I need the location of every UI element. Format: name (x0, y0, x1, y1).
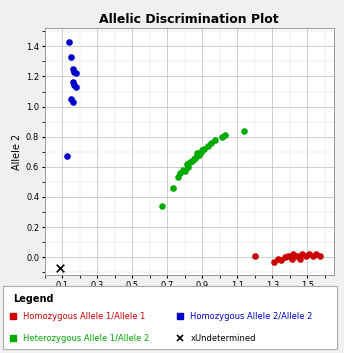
Point (177, 170, 182, 176)
Point (159, 203, 165, 209)
Point (222, 132, 228, 138)
X-axis label: Allele 1: Allele 1 (171, 294, 207, 304)
Point (184, 161, 189, 167)
Point (298, 256, 303, 262)
Point (72, 69, 77, 75)
Point (74, 84, 79, 90)
Point (194, 154, 200, 159)
Point (200, 148, 205, 153)
Point (182, 168, 187, 174)
Point (194, 150, 200, 156)
Point (212, 137, 217, 143)
Point (66, 39, 72, 44)
Point (313, 251, 319, 257)
Title: Allelic Discrimination Plot: Allelic Discrimination Plot (99, 13, 279, 26)
Point (294, 253, 300, 259)
Point (68, 54, 74, 60)
Text: Homozygous Allele 1/Allele 1: Homozygous Allele 1/Allele 1 (23, 312, 146, 321)
Text: xUndetermined: xUndetermined (190, 334, 256, 342)
Point (74, 71, 79, 76)
Point (275, 256, 280, 262)
Text: Heterozygous Allele 1/Allele 2: Heterozygous Allele 1/Allele 2 (23, 334, 150, 342)
Point (310, 253, 315, 259)
Point (205, 143, 210, 149)
Point (180, 167, 186, 173)
Point (303, 253, 309, 259)
Point (307, 251, 312, 257)
Point (65, 154, 70, 159)
Point (252, 253, 258, 259)
Text: Homozygous Allele 2/Allele 2: Homozygous Allele 2/Allele 2 (190, 312, 313, 321)
Point (289, 256, 294, 262)
Point (187, 160, 193, 165)
Point (191, 156, 196, 162)
Point (175, 175, 181, 180)
Point (271, 259, 277, 265)
Point (282, 255, 287, 260)
Point (68, 96, 74, 102)
Point (317, 253, 322, 259)
Point (241, 128, 247, 133)
Point (185, 164, 191, 170)
Point (70, 80, 75, 85)
Point (299, 251, 305, 257)
Point (170, 185, 175, 191)
Point (193, 155, 198, 161)
Point (58, 265, 63, 271)
Y-axis label: Allele 2: Allele 2 (12, 134, 22, 170)
Point (196, 152, 202, 158)
Point (286, 253, 291, 259)
Point (219, 134, 224, 139)
Point (70, 99, 75, 105)
Point (72, 83, 77, 88)
Point (198, 149, 203, 155)
Point (201, 146, 207, 151)
Point (70, 66, 75, 72)
FancyBboxPatch shape (3, 286, 337, 349)
Point (208, 140, 214, 145)
Point (189, 158, 195, 164)
Point (278, 257, 284, 263)
Point (291, 251, 296, 257)
Text: Legend: Legend (13, 294, 54, 304)
